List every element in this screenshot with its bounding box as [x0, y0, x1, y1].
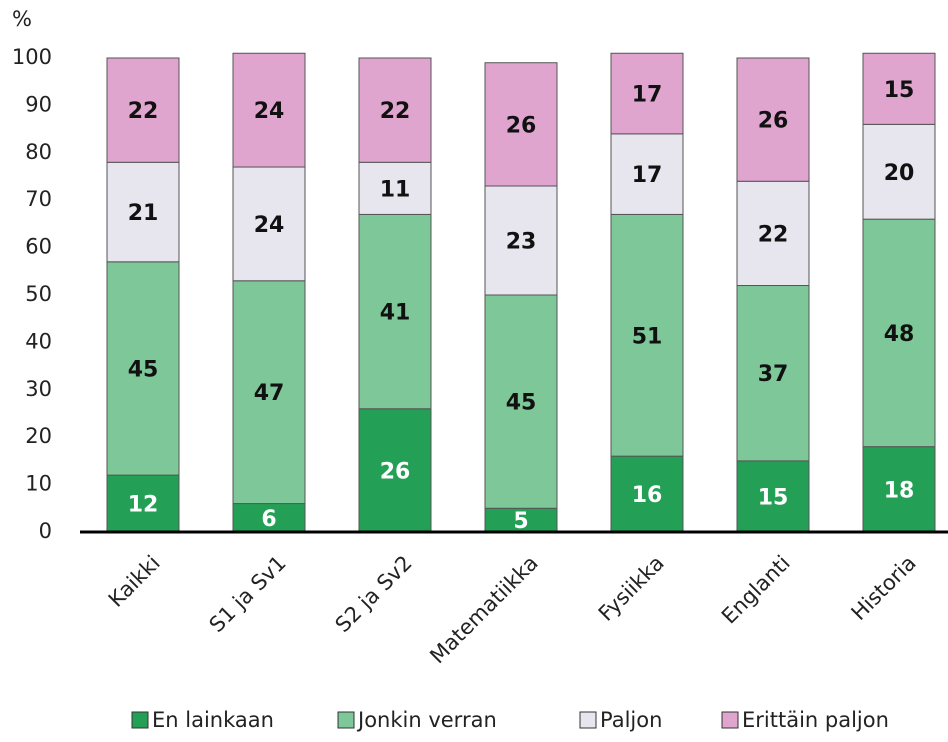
y-tick-label: 10: [25, 472, 52, 496]
y-tick-label: 80: [25, 140, 52, 164]
value-label: 22: [128, 99, 159, 124]
value-label: 41: [380, 301, 411, 326]
y-axis-label: %: [12, 7, 32, 31]
value-label: 26: [506, 113, 537, 138]
legend-swatch: [131, 711, 149, 729]
y-tick-label: 90: [25, 92, 52, 116]
value-label: 45: [506, 391, 537, 416]
bar-segment: [358, 57, 432, 163]
value-label: 5: [513, 509, 528, 534]
value-label: 17: [632, 83, 663, 108]
value-label: 6: [261, 507, 276, 532]
bar-segment: [736, 285, 810, 462]
x-tick-label: Englanti: [717, 551, 795, 629]
bar-segment: [610, 52, 684, 135]
value-label: 24: [254, 213, 285, 238]
value-label: 26: [380, 459, 411, 484]
bar-segment: [736, 180, 810, 287]
bar-segment: [106, 261, 180, 476]
y-tick-label: 70: [25, 187, 52, 211]
value-label: 20: [884, 161, 915, 186]
value-label: 17: [632, 163, 663, 188]
value-label: 22: [380, 99, 411, 124]
value-label: 15: [758, 485, 789, 510]
value-label: 51: [632, 324, 663, 349]
bar-segment: [358, 161, 432, 215]
bar-segment: [862, 218, 936, 448]
value-label: 45: [128, 357, 159, 382]
bar-segment: [610, 213, 684, 457]
x-tick-label: Matematiikka: [425, 551, 543, 669]
bar-segment: [106, 474, 180, 533]
y-tick-label: 40: [25, 329, 52, 353]
y-tick-label: 0: [39, 519, 52, 543]
y-tick-label: 20: [25, 424, 52, 448]
bar-segment: [862, 446, 936, 533]
value-label: 48: [884, 322, 915, 347]
bar-segment: [484, 185, 558, 296]
bar-segment: [862, 52, 936, 125]
x-tick-label: Kaikki: [104, 551, 165, 612]
bar-segment: [862, 123, 936, 220]
x-tick-label: Fysiikka: [594, 551, 669, 626]
value-label: 23: [506, 229, 537, 254]
y-tick-label: 50: [25, 282, 52, 306]
legend-swatch: [579, 711, 597, 729]
value-label: 47: [254, 381, 285, 406]
y-tick-label: 30: [25, 377, 52, 401]
bar-segment: [106, 57, 180, 163]
bar-segment: [232, 166, 306, 282]
legend-swatch: [721, 711, 739, 729]
value-label: 26: [758, 109, 789, 134]
bar-segment: [484, 294, 558, 509]
bar-segment: [232, 52, 306, 168]
value-label: 16: [632, 483, 663, 508]
legend-label: Paljon: [600, 708, 662, 732]
bar-segment: [484, 62, 558, 187]
value-label: 18: [884, 478, 915, 503]
legend-label: Jonkin verran: [356, 708, 497, 732]
bar-segment: [736, 460, 810, 533]
value-label: 12: [128, 493, 159, 518]
y-tick-label: 60: [25, 235, 52, 259]
legend-swatch: [337, 711, 355, 729]
y-tick-label: 100: [12, 45, 52, 69]
value-label: 21: [128, 201, 159, 226]
bar-segment: [736, 57, 810, 182]
value-label: 15: [884, 78, 915, 103]
value-label: 37: [758, 362, 789, 387]
bar-segment: [358, 213, 432, 410]
x-tick-label: S2 ja Sv2: [331, 551, 417, 637]
bar-segment: [232, 280, 306, 505]
legend-label: Erittäin paljon: [742, 708, 889, 732]
value-label: 11: [380, 177, 411, 202]
bar-segment: [610, 133, 684, 215]
x-tick-label: Historia: [847, 551, 921, 625]
bar-segment: [610, 455, 684, 533]
x-tick-label: S1 ja Sv1: [205, 551, 291, 637]
value-label: 22: [758, 222, 789, 247]
legend-label: En lainkaan: [152, 708, 274, 732]
value-label: 24: [254, 99, 285, 124]
